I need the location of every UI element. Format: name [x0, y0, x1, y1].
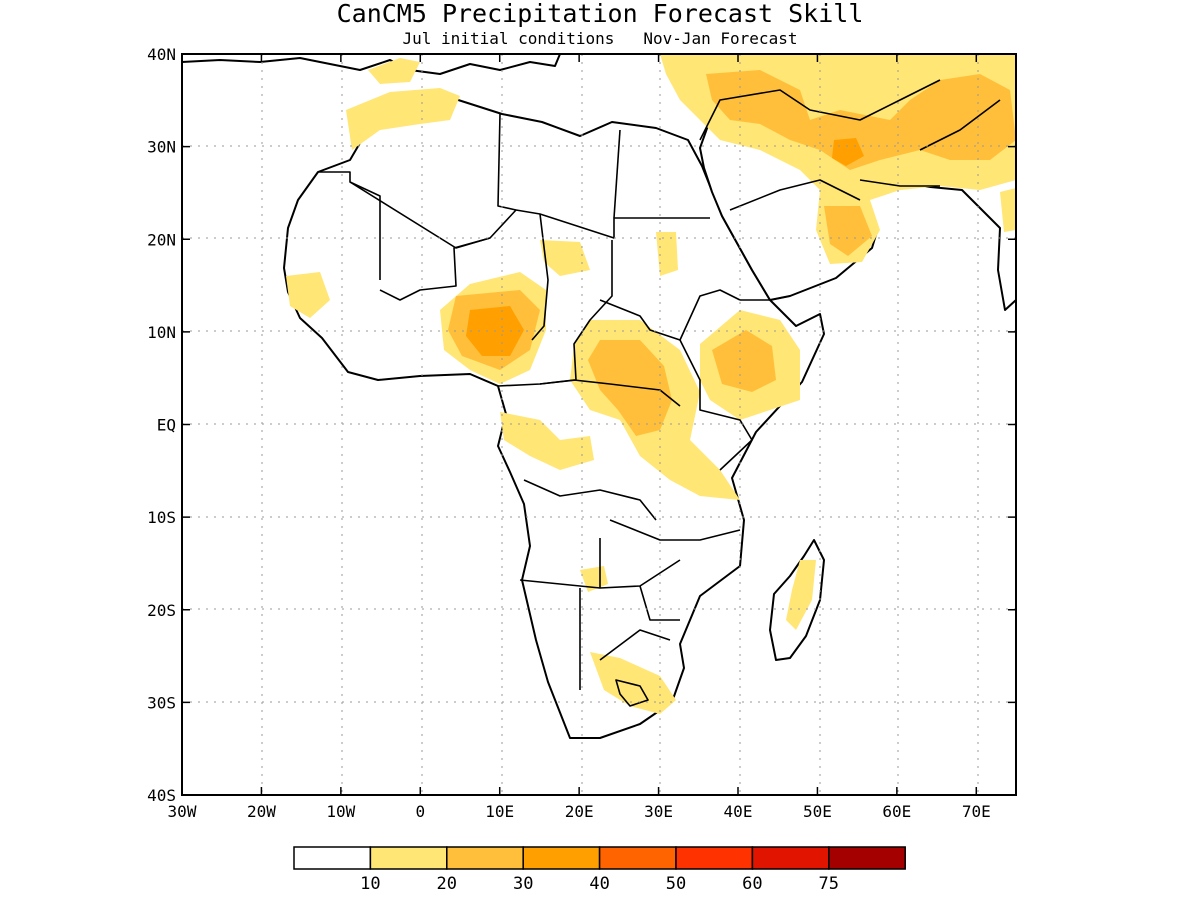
legend-swatch — [828, 846, 906, 870]
lon-tick-label: 0 — [415, 802, 425, 821]
gridlines — [182, 54, 1016, 795]
lon-tick-label: 50E — [803, 802, 832, 821]
legend-label: 30 — [513, 874, 533, 894]
lon-tick-label: 30W — [168, 802, 197, 821]
legend-swatch — [522, 846, 601, 870]
lat-tick-label: 20N — [147, 230, 176, 249]
lat-tick-label: 40S — [147, 786, 176, 805]
legend-label: 50 — [666, 874, 686, 894]
longitude-axis: 30W 20W 10W 0 10E 20E 30E 40E 50E 60E 70E — [168, 54, 991, 821]
lat-tick-label: 20S — [147, 601, 176, 620]
lon-tick-label: 70E — [962, 802, 991, 821]
lat-tick-label: 40N — [147, 45, 176, 64]
lon-tick-label: 20W — [247, 802, 276, 821]
map-panel: 30W 20W 10W 0 10E 20E 30E 40E 50E 60E 70E 40N 30N 20… — [147, 45, 1017, 821]
lat-tick-label: 30S — [147, 693, 176, 712]
lat-tick-label: EQ — [157, 416, 176, 435]
legend-swatch — [598, 846, 677, 870]
legend-label: 75 — [819, 874, 839, 894]
map-subtitle: Jul initial conditions Nov-Jan Forecast — [403, 29, 798, 48]
legend-label: 60 — [742, 874, 762, 894]
lon-tick-label: 40E — [724, 802, 753, 821]
country-borders — [318, 79, 1001, 707]
lon-tick-label: 20E — [565, 802, 594, 821]
lon-tick-label: 30E — [644, 802, 673, 821]
color-legend: 10 20 30 40 50 60 75 — [293, 846, 906, 894]
lat-tick-label: 10S — [147, 508, 176, 527]
lat-tick-label: 30N — [147, 138, 176, 157]
lon-tick-label: 10W — [326, 802, 355, 821]
legend-swatch — [675, 846, 754, 870]
lon-tick-label: 10E — [485, 802, 514, 821]
africa-landmass — [283, 93, 825, 739]
legend-swatch — [751, 846, 830, 870]
latitude-axis: 40N 30N 20N 10N EQ 10S 20S 30S 40S — [147, 45, 1016, 805]
legend-label: 20 — [437, 874, 457, 894]
lon-tick-label: 60E — [882, 802, 911, 821]
legend-label: 10 — [360, 874, 380, 894]
legend-swatch — [293, 846, 372, 870]
map-title: CanCM5 Precipitation Forecast Skill — [337, 0, 864, 28]
legend-label: 40 — [589, 874, 609, 894]
lat-tick-label: 10N — [147, 323, 176, 342]
legend-swatch — [446, 846, 524, 870]
legend-swatch — [369, 846, 448, 870]
